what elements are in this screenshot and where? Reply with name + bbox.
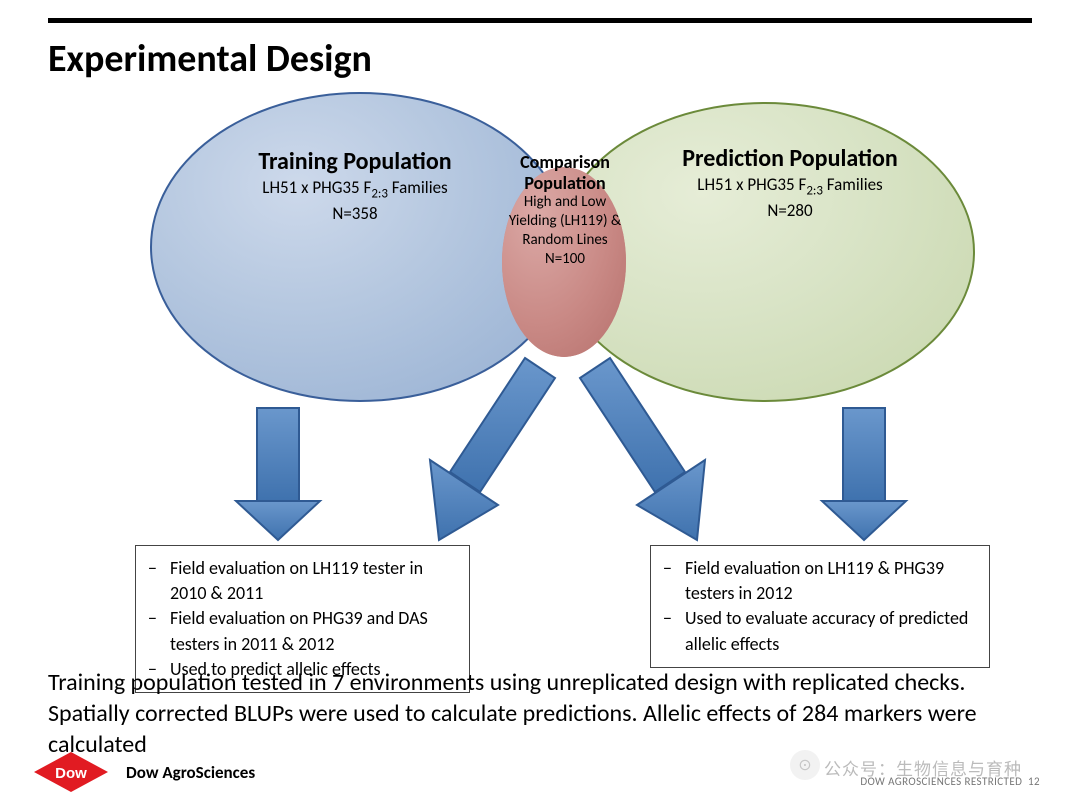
company-name: Dow AgroSciences	[126, 762, 255, 783]
training-label: Training Population LH51 x PHG35 F2:3 Fa…	[185, 147, 525, 224]
page-title: Experimental Design	[48, 36, 372, 82]
footer-restricted: DOW AGROSCIENCES RESTRICTED 12	[860, 775, 1040, 788]
list-item: −Field evaluation on PHG39 and DAS teste…	[170, 606, 455, 656]
prediction-sub: LH51 x PHG35 F2:3 Families	[620, 174, 960, 200]
dow-logo-icon: Dow	[34, 752, 108, 792]
svg-text:Dow: Dow	[55, 765, 87, 782]
comparison-n: N=100	[498, 250, 632, 269]
training-sub: LH51 x PHG35 F2:3 Families	[185, 177, 525, 203]
venn-diagram: Training Population LH51 x PHG35 F2:3 Fa…	[0, 92, 1080, 452]
comparison-line3: Random Lines	[498, 231, 632, 250]
summary-text: Training population tested in 7 environm…	[48, 667, 1032, 761]
prediction-n: N=280	[620, 200, 960, 221]
training-title: Training Population	[185, 147, 525, 177]
comparison-label: Comparison Population High and Low Yield…	[498, 152, 632, 268]
title-rule	[48, 18, 1032, 23]
prediction-label: Prediction Population LH51 x PHG35 F2:3 …	[620, 144, 960, 221]
list-item: −Field evaluation on LH119 & PHG39 teste…	[685, 556, 975, 606]
logo-area: Dow Dow AgroSciences	[34, 752, 255, 792]
comparison-line2: Yielding (LH119) &	[498, 212, 632, 231]
training-n: N=358	[185, 203, 525, 224]
prediction-title: Prediction Population	[620, 144, 960, 174]
watermark-icon: ⊙	[790, 750, 820, 780]
comparison-line1: High and Low	[498, 193, 632, 212]
prediction-box: −Field evaluation on LH119 & PHG39 teste…	[650, 545, 990, 668]
list-item: −Field evaluation on LH119 tester in 201…	[170, 556, 455, 606]
comparison-title: Comparison Population	[498, 152, 632, 193]
list-item: −Used to evaluate accuracy of predicted …	[685, 606, 975, 656]
